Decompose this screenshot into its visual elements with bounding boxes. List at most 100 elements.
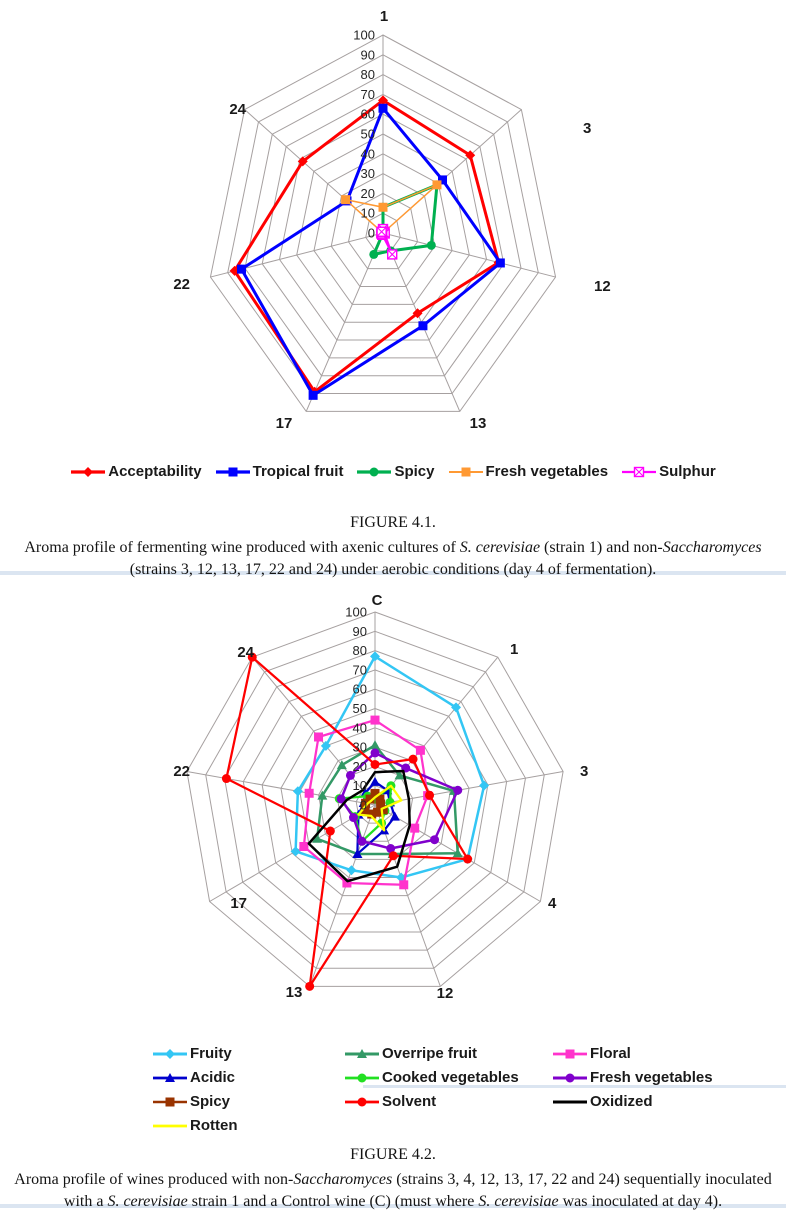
legend-label: Rotten [190,1117,238,1134]
legend-label: Floral [590,1045,631,1062]
legend-item-fresh-vegetables: Fresh vegetables [552,1066,730,1089]
legend-item-cooked-vegetables: Cooked vegetables [344,1066,552,1089]
axis-label-c: C [372,592,383,609]
legend-item-overripe-fruit: Overripe fruit [344,1042,552,1065]
tick-label: 50 [361,127,375,142]
radar-series-solvent [221,652,473,991]
radar-series-rotten [357,784,403,832]
legend-swatch-fresh-vegetables [553,1073,587,1082]
figure-4-1-caption-text: Aroma profile of fermenting wine produce… [24,538,762,579]
legend-marker-fresh-vegetables [565,1073,575,1082]
tick-label: 60 [353,682,367,697]
radar-series-fresh-vegetables [341,180,442,238]
axis-label-1: 1 [380,8,388,25]
legend-swatch-acidic [153,1072,187,1082]
highlight-band [363,1085,786,1088]
caption-figure-4-1: FIGURE 4.1. Aroma profile of fermenting … [0,512,786,582]
axis-label-24: 24 [237,644,254,661]
legend-swatch-overripe-fruit [345,1048,379,1058]
legend-swatch-sulphur [622,466,657,477]
axis-label-4: 4 [548,895,557,912]
tick-label: 0 [368,226,375,241]
legend-label: Oxidized [590,1093,653,1110]
radar-grid [209,34,557,412]
legend-item-fresh-vegetables: Fresh vegetables [448,463,609,480]
axis-label-22: 22 [173,276,190,293]
tick-label: 90 [353,624,367,639]
tick-label: 100 [353,28,375,43]
legend-swatch-rotten [153,1124,187,1127]
legend-item-solvent: Solvent [344,1090,552,1113]
legend-swatch-fresh-vegetables [448,467,483,476]
axis-label-17: 17 [230,895,247,912]
legend-label: Fresh vegetables [590,1069,713,1086]
axis-label-13: 13 [470,415,487,432]
section-divider-band [0,571,786,575]
legend-label: Tropical fruit [252,463,344,480]
axis-label-13: 13 [286,984,303,1001]
legend-swatch-spicy [357,467,392,476]
tick-label: 80 [353,643,367,658]
legend-swatch-oxidized [553,1100,587,1103]
legend-label: Fresh vegetables [485,463,609,480]
legend-item-acidic: Acidic [152,1066,344,1089]
figure-4-1-title: FIGURE 4.1. [350,514,436,531]
legend-item-sulphur: Sulphur [621,463,716,480]
tick-label: 80 [361,67,375,82]
tick-label: 70 [353,662,367,677]
axis-label-22: 22 [173,763,190,780]
tick-label: 10 [353,778,367,793]
radar-series-fresh-vegetables [336,748,463,854]
legend-marker-spicy [369,467,379,476]
legend-item-floral: Floral [552,1042,730,1065]
figure-4-2-title: FIGURE 4.2. [350,1146,436,1163]
legend-item-tropical-fruit: Tropical fruit [215,463,344,480]
legend-label: Solvent [382,1093,437,1110]
tick-label: 0 [360,798,367,813]
radar-series-oxidized [307,769,411,883]
legend-label: Spicy [394,463,435,480]
legend-item-fruity: Fruity [152,1042,344,1065]
section-divider-band [0,1204,786,1208]
legend-marker-sulphur [633,466,645,477]
figure-4-2-caption-text: Aroma profile of wines produced with non… [14,1170,772,1211]
tick-label: 40 [353,720,367,735]
legend-figure-4-1: Acceptability Tropical fruit Spicy Fresh ve… [0,463,786,480]
tick-label: 90 [361,47,375,62]
legend-marker-solvent [357,1097,367,1106]
legend-item-oxidized: Oxidized [552,1090,730,1113]
legend-item-spicy: Spicy [152,1090,344,1113]
radar-grid [186,611,564,987]
legend-item-acceptability: Acceptability [70,463,202,480]
radar-tick-labels: 0 10 20 30 40 50 60 70 80 90 100 [345,605,367,813]
legend-label: Spicy [190,1093,231,1110]
legend-swatch-floral [553,1049,587,1058]
legend-item-spicy: Spicy [356,463,435,480]
axis-label-12: 12 [594,278,611,295]
radar-tick-labels: 0 10 20 30 40 50 60 70 80 90 100 [353,28,375,241]
legend-marker-cooked-vegetables [357,1073,367,1082]
legend-marker-acceptability [83,466,94,477]
legend-item-rotten: Rotten [152,1114,344,1137]
legend-swatch-tropical-fruit [215,467,250,476]
caption-figure-4-2: FIGURE 4.2. Aroma profile of wines produ… [0,1144,786,1214]
tick-label: 30 [361,166,375,181]
legend-label: Sulphur [659,463,716,480]
legend-swatch-solvent [345,1097,379,1106]
axis-label-3: 3 [583,120,591,137]
legend-marker-fruity [165,1048,175,1059]
axis-label-12: 12 [437,985,454,1002]
legend-marker-fresh-vegetables [461,467,470,476]
legend-swatch-acceptability [71,466,106,477]
tick-label: 100 [345,605,367,620]
axis-label-3: 3 [580,763,588,780]
legend-marker-acidic [165,1072,175,1082]
radar-series-sulphur [376,223,398,260]
legend-marker-overripe-fruit [357,1048,367,1058]
legend-marker-spicy [165,1097,175,1106]
